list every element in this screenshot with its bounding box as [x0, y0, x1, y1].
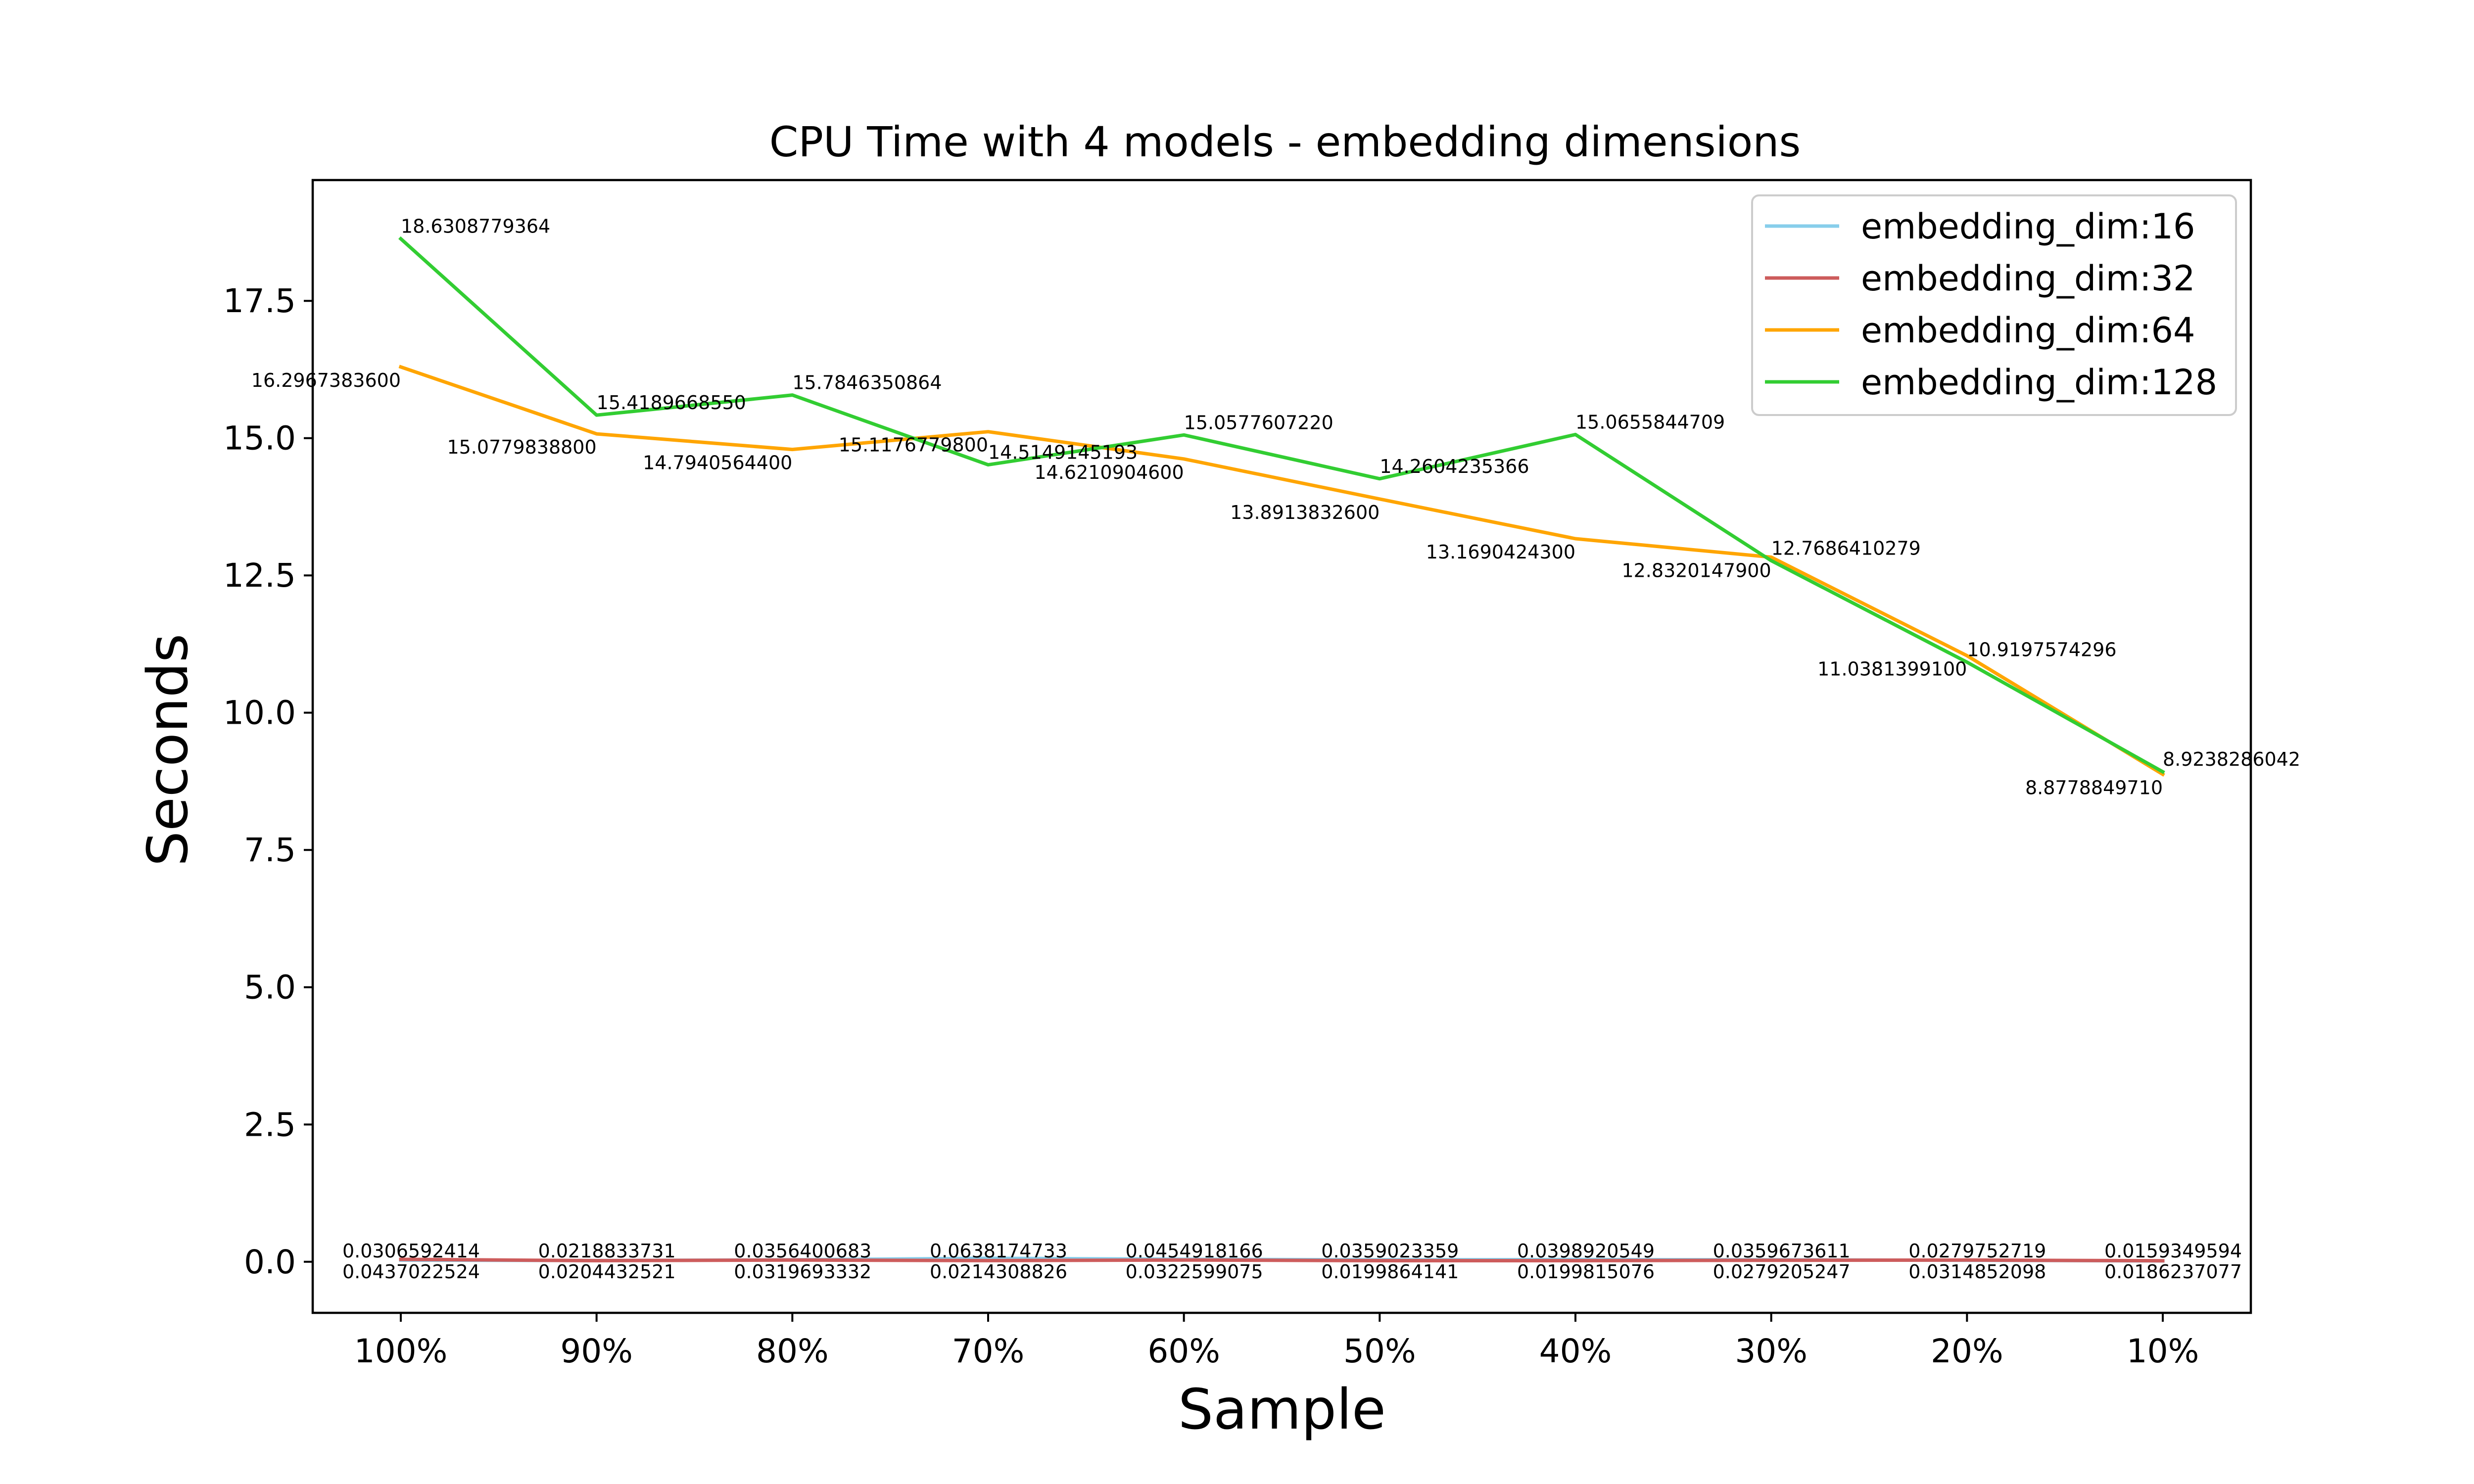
- legend-box: [1751, 194, 2237, 416]
- y-tick-label: 12.5: [223, 556, 296, 595]
- data-label: 10.9197574296: [1967, 639, 2116, 661]
- x-tick-label: 90%: [560, 1332, 633, 1370]
- y-tick-label: 15.0: [223, 419, 296, 458]
- data-label: 0.0306592414: [342, 1240, 480, 1262]
- data-label: 8.8778849710: [2025, 777, 2163, 798]
- data-label: 14.5149145193: [988, 442, 1138, 464]
- data-label: 12.7686410279: [1771, 537, 1921, 559]
- data-label: 0.0279205247: [1713, 1261, 1851, 1283]
- data-label: 0.0159349594: [2104, 1240, 2242, 1262]
- data-label: 0.0199815076: [1517, 1261, 1655, 1283]
- data-label: 8.9238286042: [2163, 748, 2300, 770]
- x-tick-label: 70%: [952, 1332, 1025, 1370]
- data-label: 0.0186237077: [2104, 1261, 2242, 1283]
- y-axis-title: Seconds: [136, 634, 200, 867]
- data-label: 0.0314852098: [1908, 1261, 2046, 1283]
- data-label: 14.6210904600: [1034, 462, 1184, 483]
- x-tick-label: 100%: [354, 1332, 448, 1370]
- legend-entry-label: embedding_dim:128: [1861, 362, 2217, 403]
- series-line-4: [398, 236, 2165, 774]
- data-label: 0.0319693332: [734, 1261, 871, 1283]
- data-label: 14.7940564400: [643, 452, 792, 474]
- legend-entry-label: embedding_dim:64: [1861, 310, 2195, 351]
- y-tick-label: 2.5: [244, 1106, 296, 1144]
- data-label: 0.0398920549: [1517, 1240, 1655, 1262]
- x-tick-label: 50%: [1343, 1332, 1416, 1370]
- data-label: 0.0322599075: [1126, 1261, 1263, 1283]
- x-tick-label: 30%: [1735, 1332, 1808, 1370]
- chart-title: CPU Time with 4 models - embedding dimen…: [769, 118, 1801, 166]
- data-label: 15.0655844709: [1575, 411, 1725, 433]
- data-label: 0.0214308826: [930, 1261, 1067, 1283]
- series-line-2: [399, 1257, 2165, 1263]
- data-label: 14.2604235366: [1380, 456, 1529, 477]
- x-tick-label: 10%: [2127, 1332, 2199, 1370]
- data-label: 0.0356400683: [734, 1240, 871, 1262]
- data-label: 15.0577607220: [1184, 412, 1333, 433]
- plot-frame: [311, 179, 2252, 1314]
- legend-entry-label: embedding_dim:16: [1861, 206, 2195, 247]
- x-tick-label: 20%: [1931, 1332, 2003, 1370]
- data-label: 0.0359673611: [1713, 1240, 1851, 1262]
- y-tick-label: 10.0: [223, 694, 296, 732]
- data-label: 13.8913832600: [1230, 502, 1380, 523]
- data-label: 0.0437022524: [342, 1261, 480, 1283]
- x-tick-label: 60%: [1147, 1332, 1220, 1370]
- x-tick-label: 80%: [756, 1332, 829, 1370]
- series-line-3: [398, 365, 2165, 777]
- data-label: 15.4189668550: [597, 392, 746, 414]
- y-tick-label: 17.5: [223, 282, 296, 320]
- data-label: 0.0454918166: [1126, 1240, 1263, 1262]
- legend-entry-label: embedding_dim:32: [1861, 258, 2195, 299]
- data-label: 0.0279752719: [1908, 1240, 2046, 1262]
- x-axis-title: Sample: [1178, 1378, 1386, 1442]
- data-label: 15.1176779800: [839, 434, 988, 456]
- data-label: 11.0381399100: [1817, 658, 1967, 680]
- y-tick-label: 0.0: [244, 1243, 296, 1281]
- x-tick-label: 40%: [1539, 1332, 1612, 1370]
- data-label: 0.0359023359: [1321, 1240, 1459, 1262]
- data-label: 12.8320147900: [1621, 559, 1771, 581]
- data-label: 0.0638174733: [930, 1240, 1067, 1262]
- data-label: 0.0218833731: [538, 1240, 676, 1262]
- y-tick-label: 7.5: [244, 831, 296, 869]
- data-label: 15.7846350864: [792, 372, 942, 394]
- data-label: 13.1690424300: [1426, 541, 1575, 563]
- data-label: 0.0199864141: [1321, 1261, 1459, 1283]
- data-label: 16.2967383600: [251, 370, 401, 391]
- legend: embedding_dim:16 embedding_dim:32 embeddin…: [1751, 194, 2237, 416]
- data-label: 0.0204432521: [538, 1261, 676, 1283]
- data-label: 18.6308779364: [401, 216, 550, 237]
- y-tick-label: 5.0: [244, 969, 296, 1007]
- data-label: 15.0779838800: [447, 436, 596, 458]
